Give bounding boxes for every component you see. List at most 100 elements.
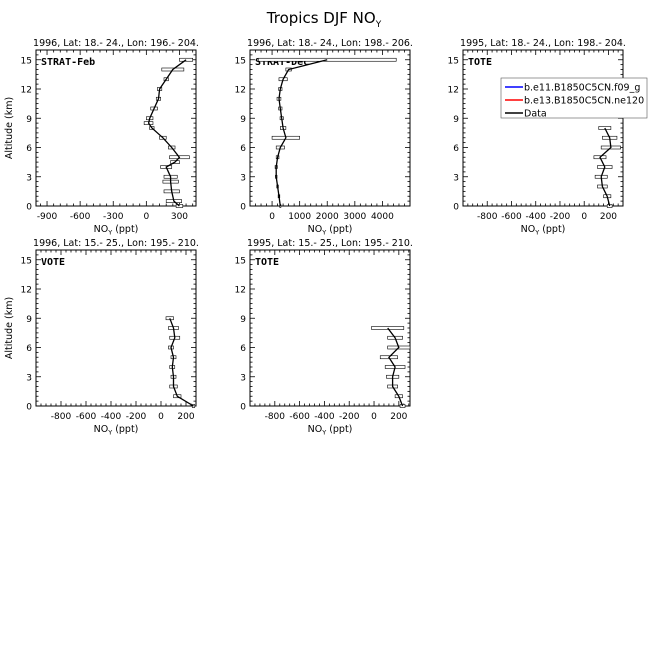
x-tick-label: -800: [51, 412, 72, 422]
panel-header: 1995, Lat: 18.- 24., Lon: 198.- 204.: [460, 38, 626, 49]
plot-frame: [249, 49, 411, 207]
x-tick-label: 200: [177, 412, 194, 422]
x-axis-label: NOY (ppt): [94, 224, 139, 237]
x-axis-label-main: NO: [94, 424, 109, 435]
x-tick-label: 2000: [316, 212, 339, 222]
x-tick-label: -300: [103, 212, 124, 222]
panel-header: 1996, Lat: 15.- 25., Lon: 195.- 210.: [33, 238, 199, 249]
error-bar: [257, 57, 397, 62]
figure-title-subscript: Y: [375, 20, 382, 30]
x-axis-label-unit: (ppt): [112, 424, 138, 435]
x-tick-label: 1000: [288, 212, 311, 222]
panel-4: 1996, Lat: 15.- 25., Lon: 195.- 210. 0 3 6 9…: [4, 238, 199, 437]
y-tick-label: 3: [240, 373, 246, 383]
y-axis-label: Altitude (km): [4, 297, 15, 359]
x-tick-label: 0: [143, 212, 149, 222]
y-tick-label: 15: [21, 56, 32, 66]
y-tick-label: 9: [26, 315, 32, 325]
y-tick-label: 6: [453, 144, 459, 154]
x-axis-label: NOY (ppt): [94, 424, 139, 437]
x-tick-label: -800: [477, 212, 498, 222]
campaign-label: STRAT-Feb: [41, 57, 95, 68]
x-axis-label-subscript: Y: [534, 229, 539, 237]
y-tick-label: 6: [240, 144, 246, 154]
x-tick-label: 0: [371, 412, 377, 422]
figure-title: Tropics DJF NOY: [266, 9, 382, 30]
y-tick-label: 12: [21, 86, 32, 96]
y-tick-label: 9: [240, 315, 246, 325]
x-tick-label: -600: [70, 212, 91, 222]
x-tick-label: 200: [390, 412, 407, 422]
data-profile-line: [387, 327, 404, 407]
panel-5: 1995, Lat: 15.- 25., Lon: 195.- 210. 0 3 6 9…: [235, 238, 413, 437]
y-tick-label: 15: [448, 56, 459, 66]
x-axis-label: NOY (ppt): [521, 224, 566, 237]
panel-header: 1995, Lat: 15.- 25., Lon: 195.- 210.: [247, 238, 413, 249]
x-axis-label-unit: (ppt): [326, 224, 352, 235]
panels-layer: 1996, Lat: 18.- 24., Lon: 196.- 204. 0 3 6 9…: [4, 38, 626, 437]
x-axis-label-subscript: Y: [321, 229, 326, 237]
x-tick-label: -400: [526, 212, 547, 222]
y-tick-label: 0: [240, 403, 246, 413]
y-tick-label: 3: [453, 173, 459, 183]
x-axis-label-unit: (ppt): [326, 424, 352, 435]
x-axis-label-unit: (ppt): [539, 224, 565, 235]
y-tick-label: 6: [26, 344, 32, 354]
x-tick-label: -400: [314, 412, 335, 422]
panel-1: 1996, Lat: 18.- 24., Lon: 196.- 204. 0 3 6 9…: [4, 38, 199, 237]
x-axis-label: NOY (ppt): [308, 424, 353, 437]
y-tick-label: 12: [21, 286, 32, 296]
x-tick-label: -200: [126, 412, 147, 422]
x-tick-label: -600: [501, 212, 522, 222]
x-tick-label: -200: [339, 412, 360, 422]
y-tick-label: 15: [235, 256, 246, 266]
y-tick-label: 0: [453, 203, 459, 213]
error-bar: [371, 326, 405, 330]
panel-header: 1996, Lat: 18.- 24., Lon: 198.- 206.: [247, 38, 413, 49]
panel-3: 1995, Lat: 18.- 24., Lon: 198.- 204. 0 3 6 9…: [448, 38, 626, 237]
x-axis-label-main: NO: [308, 224, 323, 235]
data-profile-line: [147, 59, 187, 207]
x-axis-label-subscript: Y: [107, 229, 112, 237]
campaign-label: VOTE: [41, 257, 65, 268]
x-tick-label: 200: [600, 212, 617, 222]
y-tick-label: 9: [240, 115, 246, 125]
error-bar: [179, 57, 193, 62]
x-tick-label: -600: [289, 412, 310, 422]
x-tick-label: 0: [269, 212, 275, 222]
y-tick-label: 0: [26, 203, 32, 213]
legend-label: b.e13.B1850C5CN.ne120: [524, 96, 644, 107]
x-axis-label-main: NO: [94, 224, 109, 235]
legend-label: Data: [524, 109, 547, 120]
x-tick-label: 300: [171, 212, 188, 222]
x-tick-label: 0: [581, 212, 587, 222]
x-tick-label: -900: [37, 212, 58, 222]
x-tick-label: -800: [265, 412, 286, 422]
x-axis-label-main: NO: [308, 424, 323, 435]
y-tick-label: 15: [235, 56, 246, 66]
y-tick-label: 3: [240, 173, 246, 183]
legend-box: [500, 77, 648, 119]
x-axis-label-subscript: Y: [321, 429, 326, 437]
x-axis-label: NOY (ppt): [308, 224, 353, 237]
x-tick-label: -200: [550, 212, 571, 222]
x-tick-label: 0: [158, 412, 164, 422]
y-tick-label: 0: [26, 403, 32, 413]
y-tick-label: 12: [235, 86, 246, 96]
y-tick-label: 12: [235, 286, 246, 296]
x-axis-label-unit: (ppt): [112, 224, 138, 235]
y-axis-label: Altitude (km): [4, 97, 15, 159]
panel-2: 1996, Lat: 18.- 24., Lon: 198.- 206. 0 3 6 9…: [235, 38, 413, 237]
figure-title-main: Tropics DJF NO: [266, 9, 376, 27]
y-tick-label: 9: [26, 115, 32, 125]
y-tick-label: 12: [448, 86, 459, 96]
x-tick-label: -600: [76, 412, 97, 422]
y-tick-label: 6: [26, 144, 32, 154]
error-bar: [175, 204, 184, 208]
legend-label: b.e11.B1850C5CN.f09_g: [524, 83, 640, 94]
campaign-label: STRAT-Dec: [255, 57, 309, 68]
data-profile-line: [169, 318, 194, 407]
x-axis-label-subscript: Y: [107, 429, 112, 437]
data-profile-line: [599, 127, 612, 207]
